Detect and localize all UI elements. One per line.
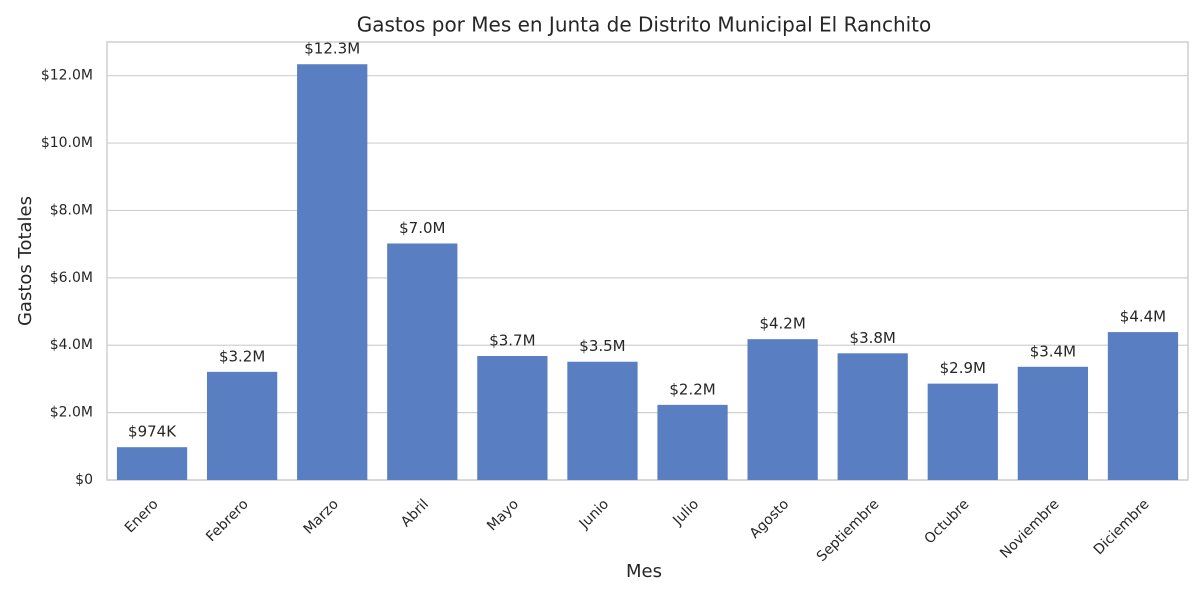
- value-label: $4.4M: [1120, 308, 1166, 326]
- bar: [1017, 366, 1089, 480]
- bar: [1107, 332, 1179, 480]
- bar: [747, 339, 818, 480]
- x-tick-label: Junio: [576, 496, 612, 532]
- y-tick-label: $2.0M: [50, 405, 93, 421]
- value-label: $3.2M: [219, 347, 265, 365]
- y-tick-label: $10.0M: [41, 135, 93, 151]
- x-tick-label: Julio: [669, 496, 702, 529]
- x-tick-label: Enero: [122, 496, 162, 536]
- bar: [297, 64, 368, 480]
- y-tick-label: $12.0M: [41, 68, 93, 84]
- value-label: $3.5M: [579, 337, 625, 355]
- x-tick-label: Octubre: [922, 496, 973, 547]
- x-tick-label: Febrero: [203, 496, 252, 545]
- bar: [657, 404, 728, 480]
- bar: [116, 447, 188, 480]
- x-axis-label: Mes: [626, 561, 662, 582]
- value-label: $4.2M: [759, 315, 805, 333]
- value-label: $3.4M: [1030, 342, 1076, 360]
- bar: [927, 383, 998, 480]
- y-tick-label: $8.0M: [50, 202, 93, 218]
- value-label: $3.8M: [850, 329, 896, 347]
- y-tick-label: $4.0M: [50, 337, 93, 353]
- bar: [567, 361, 638, 480]
- bar: [837, 353, 908, 480]
- x-tick-label: Septiembre: [814, 496, 883, 565]
- chart-title: Gastos por Mes en Junta de Distrito Muni…: [357, 13, 932, 37]
- y-tick-label: $0: [75, 472, 93, 488]
- bar: [206, 371, 278, 480]
- value-label: $974K: [128, 423, 177, 441]
- bar: [477, 356, 548, 480]
- value-label: $12.3M: [304, 40, 360, 58]
- x-tick-label: Marzo: [301, 496, 342, 537]
- x-tick-label: Agosto: [747, 496, 793, 542]
- bar: [387, 243, 458, 480]
- y-tick-label: $6.0M: [50, 270, 93, 286]
- value-label: $2.9M: [940, 359, 986, 377]
- x-tick-label: Abril: [398, 496, 432, 530]
- y-axis-label: Gastos Totales: [15, 196, 36, 326]
- plot-frame: [106, 41, 1189, 481]
- x-tick-label: Noviembre: [997, 496, 1062, 561]
- x-tick-label: Mayo: [484, 496, 522, 534]
- value-label: $7.0M: [399, 219, 445, 237]
- x-tick-label: Diciembre: [1091, 496, 1153, 558]
- value-label: $3.7M: [489, 332, 535, 350]
- value-label: $2.2M: [669, 380, 715, 398]
